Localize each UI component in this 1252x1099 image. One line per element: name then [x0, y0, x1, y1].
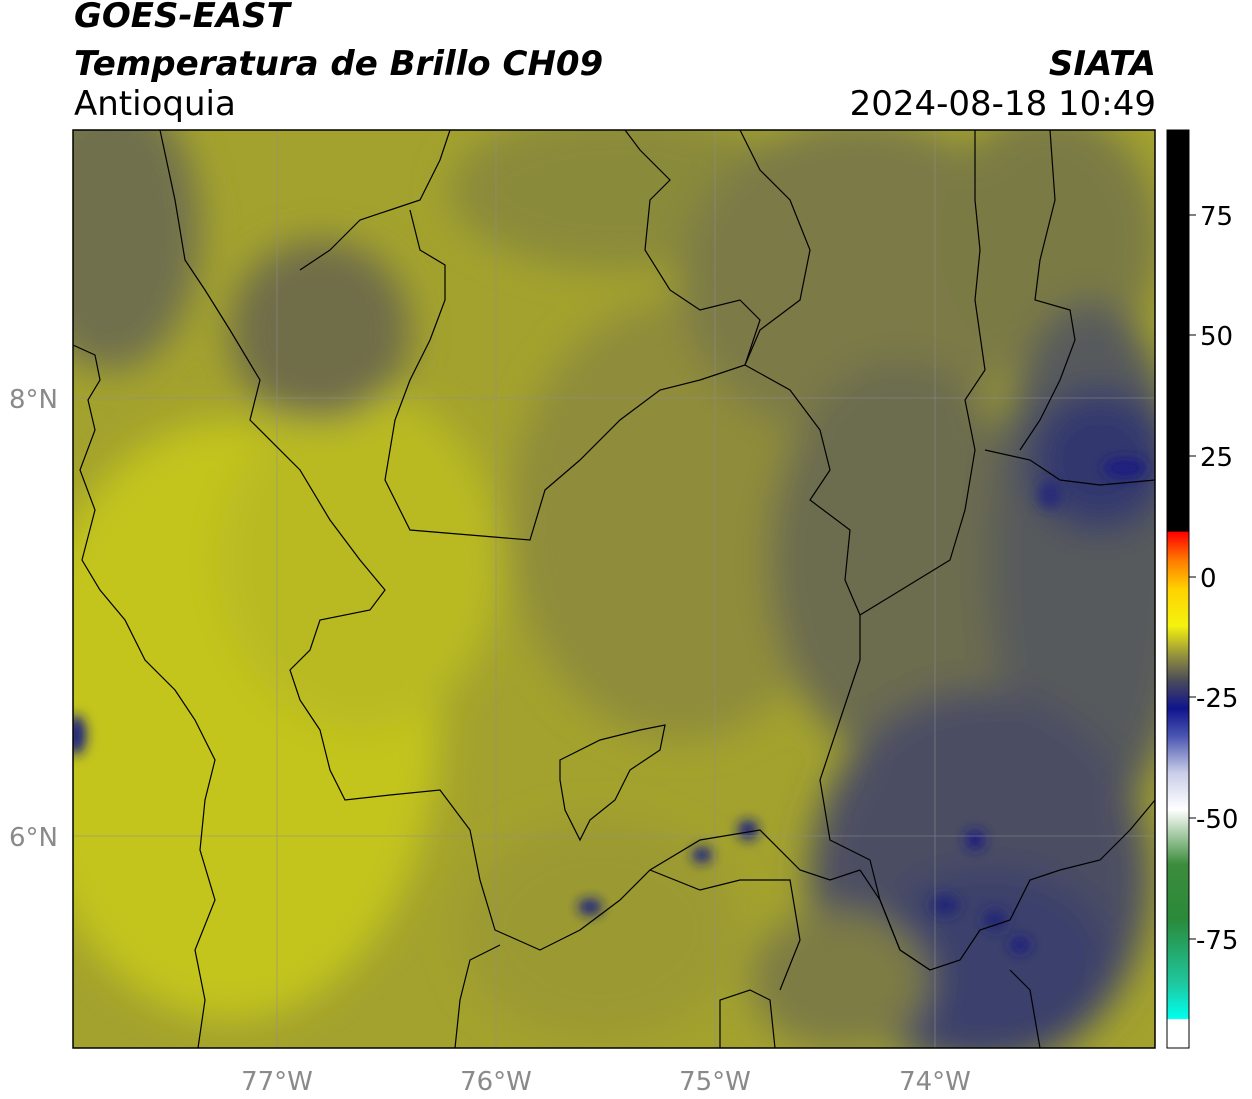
cesar-boundary	[1019, 130, 1076, 451]
colorbar-label: 75	[1200, 202, 1233, 232]
lon-tick-label: 77°W	[241, 1067, 313, 1097]
colorbar-ticks	[1189, 214, 1196, 940]
map-frame	[72, 129, 1156, 1049]
region-label: Antioquia	[74, 84, 236, 124]
lat-tick-label: 6°N	[9, 823, 58, 853]
colorbar-label: -50	[1196, 805, 1238, 835]
graticule	[73, 130, 1155, 1048]
pacific-coastline	[73, 344, 216, 1048]
lat-tick-label: 8°N	[9, 385, 58, 415]
colorbar	[1166, 129, 1190, 1049]
santander-boundary	[984, 449, 1155, 486]
antioquia-boundary-west	[159, 130, 861, 951]
bolivar-boundary	[739, 130, 986, 616]
boyaca-boundary	[859, 869, 1041, 1048]
cordoba-boundary	[384, 130, 761, 541]
product-title: Temperatura de Brillo CH09	[74, 44, 604, 84]
lon-tick-label: 75°W	[679, 1067, 751, 1097]
colorbar-label: 0	[1200, 564, 1217, 594]
organization-label: SIATA	[1048, 44, 1156, 84]
uraba-gulf-shore	[299, 130, 451, 271]
satellite-title: GOES-EAST	[74, 0, 290, 36]
colorbar-label: -25	[1196, 684, 1238, 714]
colorbar-label: 50	[1200, 322, 1233, 352]
boundaries	[73, 130, 1155, 1048]
caldas-boundary	[454, 869, 801, 1048]
colorbar-label: 25	[1200, 443, 1233, 473]
lon-tick-label: 74°W	[899, 1067, 971, 1097]
timestamp-label: 2024-08-18 10:49	[849, 84, 1156, 124]
aburra-valley-boundary	[559, 724, 666, 842]
lon-tick-label: 76°W	[460, 1067, 532, 1097]
brightness-temperature-field	[73, 130, 1155, 1048]
colorbar-label: -75	[1196, 926, 1238, 956]
